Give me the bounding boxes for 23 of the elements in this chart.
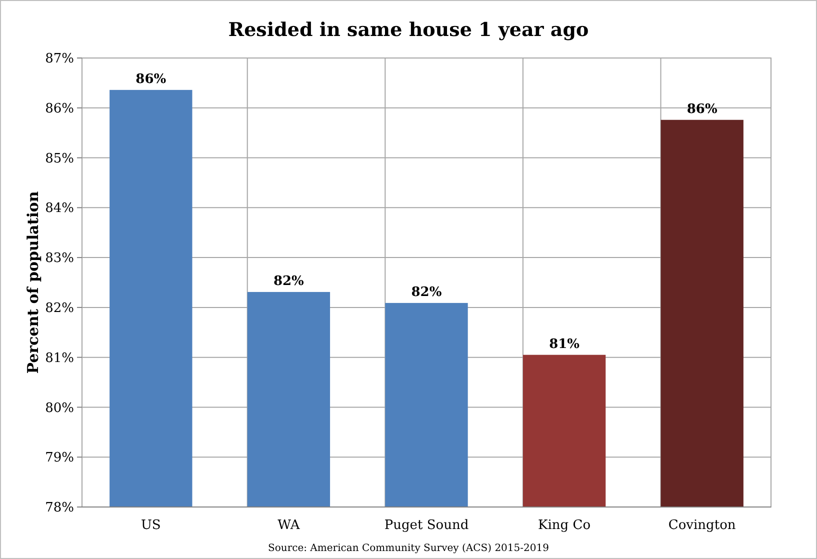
y-tick-label: 87% bbox=[45, 52, 74, 67]
y-axis-title: Percent of population bbox=[24, 191, 42, 374]
y-tick-label: 78% bbox=[45, 500, 74, 516]
y-tick-label: 83% bbox=[45, 251, 74, 266]
data-label: 81% bbox=[549, 336, 580, 352]
data-label: 86% bbox=[136, 72, 167, 87]
y-tick-label: 82% bbox=[45, 300, 74, 316]
x-tick-label: US bbox=[140, 518, 161, 533]
y-tick-label: 81% bbox=[45, 350, 74, 366]
data-label: 86% bbox=[686, 102, 718, 117]
y-tick-label: 84% bbox=[45, 201, 74, 216]
x-tick-label: Covington bbox=[668, 518, 736, 533]
y-tick-label: 85% bbox=[45, 151, 74, 166]
data-label: 82% bbox=[273, 274, 305, 289]
x-tick-label: WA bbox=[278, 518, 300, 533]
y-tick-label: 86% bbox=[45, 101, 74, 116]
chart-title: Resided in same house 1 year ago bbox=[228, 19, 589, 41]
data-label: 82% bbox=[411, 284, 442, 300]
y-tick-label: 79% bbox=[45, 450, 74, 466]
source-note: Source: American Community Survey (ACS) 2015-2019 bbox=[268, 543, 549, 554]
x-tick-label: Puget Sound bbox=[384, 518, 469, 533]
y-tick-label: 80% bbox=[45, 400, 74, 416]
x-tick-label: King Co bbox=[538, 518, 591, 533]
